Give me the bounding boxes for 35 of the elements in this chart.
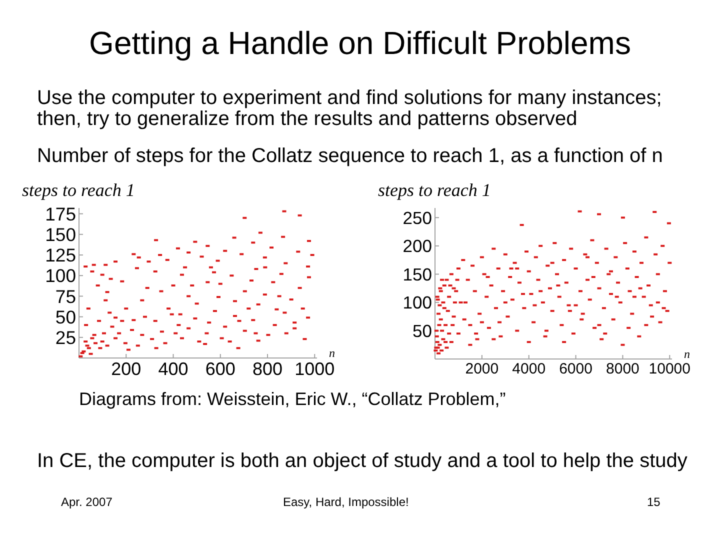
text: Easy, Hard, Impossible! [283,495,409,509]
x-tick-label: 600 [205,359,236,380]
y-tick-label: 25 [55,327,76,348]
text: Getting a Handle on Difficult Problems [89,25,631,61]
y-tick-label: 150 [402,264,432,284]
x-tick-label: 8000 [606,360,640,378]
text: In CE, the computer is both an object of study and a tool to help the study [37,450,688,472]
y-tick-label: 50 [412,321,432,342]
x-axis-title: n [684,347,690,361]
y-axis-title: steps to reach 1 [22,180,135,200]
y-tick-label: 175 [45,203,76,224]
x-tick-label: 6000 [559,360,592,378]
x-tick-label: 10000 [648,360,691,378]
x-tick-label: 200 [111,359,142,380]
text: Number of steps for the Collatz sequence to reach 1, as a function of n [37,145,663,167]
x-axis-title: n [329,346,335,360]
y-tick-label: 125 [45,244,76,266]
x-tick-label: 4000 [512,360,546,378]
text: Diagrams from: Weisstein, Eric W., “Collatz Problem,” [79,389,506,409]
y-tick-label: 100 [402,292,432,313]
y-tick-label: 200 [402,236,432,256]
text: 15 [647,495,661,509]
text: Use the computer to experiment and find solutions for many instances; [37,87,662,109]
y-tick-label: 150 [45,224,76,246]
y-tick-label: 50 [55,306,76,328]
text: then, try to generalize from the results and patterns observed [37,108,578,130]
y-tick-label: 100 [45,265,76,286]
x-tick-label: 1000 [294,359,335,380]
y-tick-label: 250 [402,208,432,228]
x-tick-label: 2000 [465,360,499,378]
x-tick-label: 400 [158,359,188,380]
y-axis-title: steps to reach 1 [378,180,491,200]
text: Apr. 2007 [61,495,113,509]
x-tick-label: 800 [252,359,283,380]
y-tick-label: 75 [55,286,76,307]
